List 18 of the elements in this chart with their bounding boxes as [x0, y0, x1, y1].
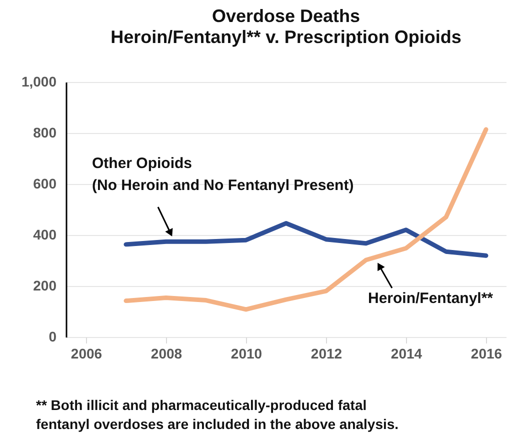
x-tick-label: 2006	[70, 346, 102, 362]
chart-title: Overdose Deaths	[212, 6, 360, 26]
y-tick-label: 600	[33, 176, 57, 192]
x-tick-label: 2010	[230, 346, 262, 362]
series-label: Heroin/Fentanyl**	[368, 290, 494, 307]
x-tick-label: 2008	[150, 346, 182, 362]
chart-subtitle: Heroin/Fentanyl** v. Prescription Opioids	[110, 27, 462, 47]
x-tick-label: 2014	[390, 346, 422, 362]
line-series	[124, 221, 488, 258]
y-tick-label: 400	[33, 226, 57, 242]
x-tick-label: 2016	[470, 346, 502, 362]
text: Other Opioids (No Heroin and No Fentanyl Present)	[92, 155, 354, 194]
y-tick-label: 800	[33, 124, 57, 140]
y-tick-label: 0	[48, 328, 57, 344]
y-tick-label: 1,000	[21, 74, 57, 90]
y-tick-label: 200	[33, 278, 57, 294]
text: ** Both illicit and pharmaceutically-produced fatal fentanyl overdoses are included in the above analysis.	[36, 397, 399, 432]
x-tick-label: 2012	[310, 346, 342, 362]
